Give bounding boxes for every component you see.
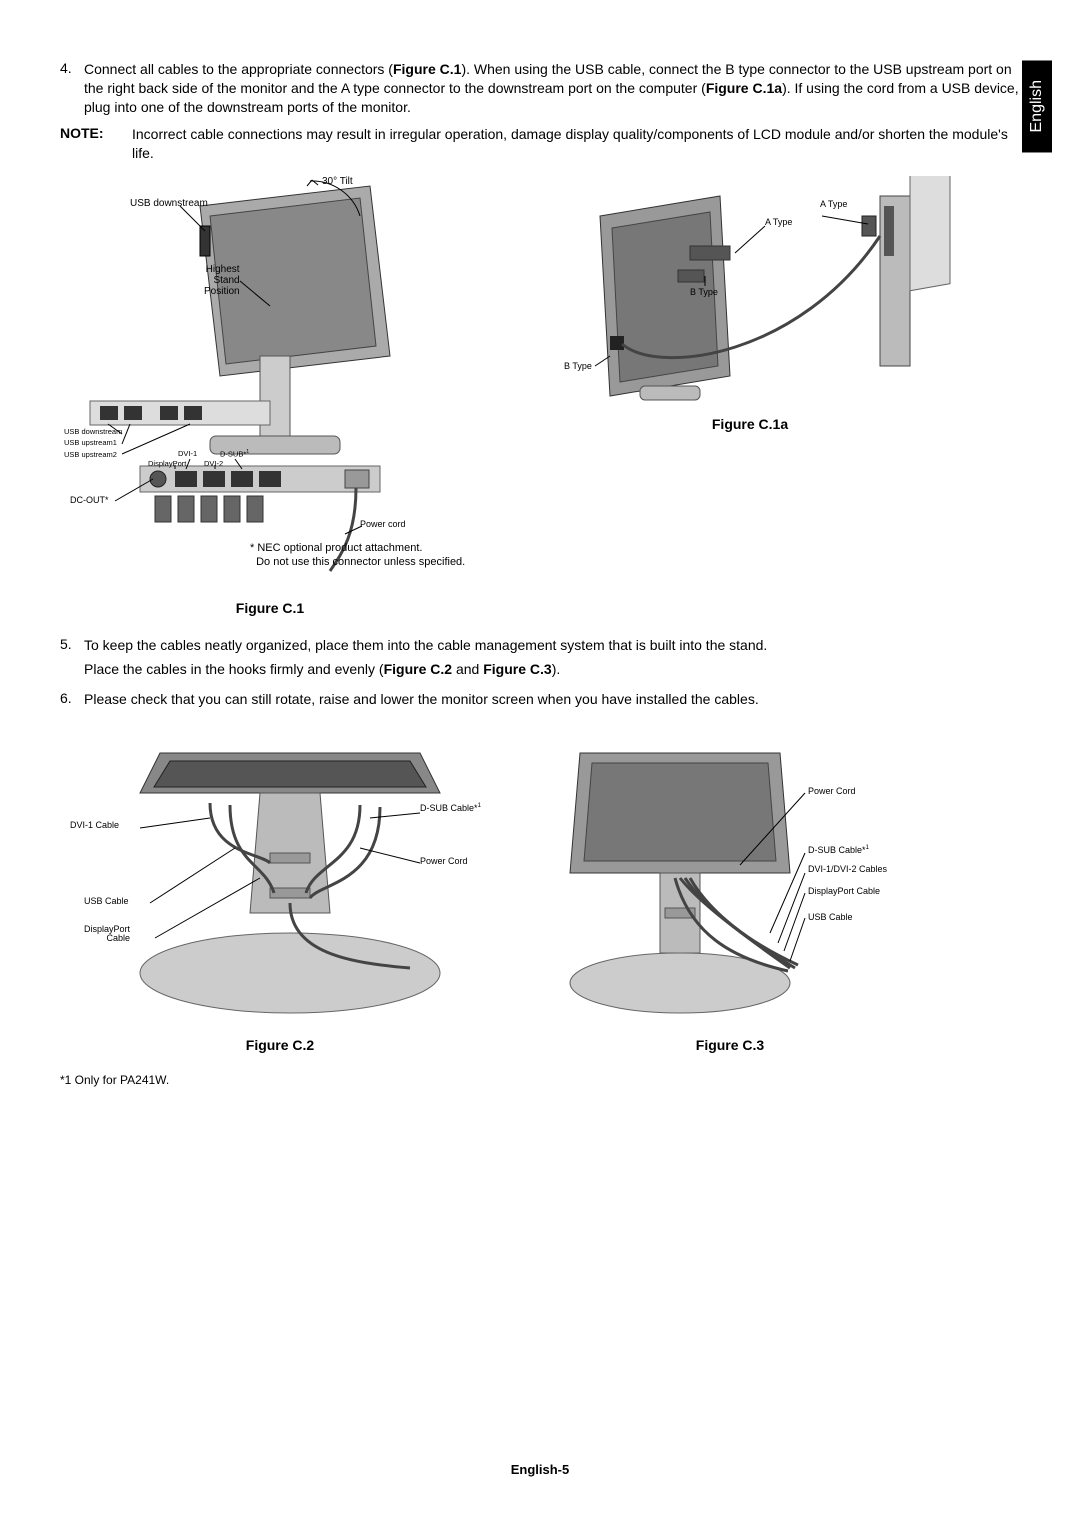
lbl-pcord: Power cord bbox=[360, 520, 406, 530]
c2-dsub-sup: 1 bbox=[478, 802, 482, 809]
page-number: English-5 bbox=[0, 1462, 1080, 1477]
c2-dport: DisplayPort Cable bbox=[84, 925, 130, 945]
step-6-body: Please check that you can still rotate, … bbox=[84, 690, 1020, 709]
lbl-dcout: DC-OUT* bbox=[70, 496, 109, 506]
c2-usb: USB Cable bbox=[84, 897, 129, 907]
step-4-body: Connect all cables to the appropriate co… bbox=[84, 60, 1020, 117]
figure-c1a-wrap: A Type A Type B Type B Type Figure C.1a bbox=[540, 176, 960, 616]
c3-dport: DisplayPort Cable bbox=[808, 887, 880, 897]
figure-c1-svg bbox=[60, 176, 480, 596]
step4-b1: Figure C.1 bbox=[393, 61, 461, 77]
lbl-opt1: * NEC optional product attachment. bbox=[250, 542, 422, 554]
lbl-usb-up1: USB upstream1 bbox=[64, 439, 117, 447]
c3-dsub-sup: 1 bbox=[866, 844, 870, 851]
step-6-number: 6. bbox=[60, 690, 84, 709]
c2-dsub: D-SUB Cable*1 bbox=[420, 803, 481, 814]
lbl-dport: DisplayPort bbox=[148, 460, 186, 468]
c3-dsub: D-SUB Cable*1 bbox=[808, 845, 869, 856]
step-4: 4. Connect all cables to the appropriate… bbox=[60, 60, 1020, 117]
caption-c2: Figure C.2 bbox=[60, 1037, 500, 1053]
page-content: 4. Connect all cables to the appropriate… bbox=[60, 60, 1020, 1087]
lbl-dvi1: DVI-1 bbox=[178, 450, 197, 458]
c3-pcord: Power Cord bbox=[808, 787, 856, 797]
figure-c2-svg bbox=[60, 733, 500, 1033]
note-label: NOTE: bbox=[60, 125, 132, 163]
step4-t0: Connect all cables to the appropriate co… bbox=[84, 61, 393, 77]
s5-b1: Figure C.2 bbox=[384, 661, 452, 677]
step-5-number: 5. bbox=[60, 636, 84, 683]
lbl-usb-down2: USB downstream bbox=[64, 428, 122, 436]
lbl-dsub: D-SUB*1 bbox=[220, 450, 249, 459]
step4-b3: Figure C.1a bbox=[706, 80, 782, 96]
note-body: Incorrect cable connections may result i… bbox=[132, 125, 1020, 163]
note-row: NOTE: Incorrect cable connections may re… bbox=[60, 125, 1020, 163]
lbl-atype2: A Type bbox=[820, 200, 847, 210]
s5-b3: Figure C.3 bbox=[483, 661, 551, 677]
figure-c3: Power Cord D-SUB Cable*1 DVI-1/DVI-2 Cab… bbox=[540, 733, 920, 1033]
s5-t2: and bbox=[452, 661, 483, 677]
figure-c2: DVI-1 Cable D-SUB Cable*1 Power Cord USB… bbox=[60, 733, 500, 1033]
step5-l2: Place the cables in the hooks firmly and… bbox=[84, 660, 1020, 680]
s5-t0: Place the cables in the hooks firmly and… bbox=[84, 661, 384, 677]
figure-c1a: A Type A Type B Type B Type bbox=[540, 176, 960, 436]
lbl-opt2: Do not use this connector unless specifi… bbox=[250, 556, 465, 568]
s5-t4: ). bbox=[552, 661, 561, 677]
lbl-btype1: B Type bbox=[690, 288, 718, 298]
figure-c1-wrap: 30° Tilt USB downstream Highest Stand Po… bbox=[60, 176, 480, 616]
step-5-body: To keep the cables neatly organized, pla… bbox=[84, 636, 1020, 683]
c3-usb: USB Cable bbox=[808, 913, 853, 923]
c2-pcord: Power Cord bbox=[420, 857, 468, 867]
caption-c1: Figure C.1 bbox=[60, 600, 480, 616]
lbl-btype2: B Type bbox=[564, 362, 592, 372]
step-5: 5. To keep the cables neatly organized, … bbox=[60, 636, 1020, 683]
step-4-number: 4. bbox=[60, 60, 84, 117]
step-6: 6. Please check that you can still rotat… bbox=[60, 690, 1020, 709]
caption-c3: Figure C.3 bbox=[540, 1037, 920, 1053]
figure-c1: 30° Tilt USB downstream Highest Stand Po… bbox=[60, 176, 480, 596]
lbl-usb-up2: USB upstream2 bbox=[64, 451, 117, 459]
figures-row-1: 30° Tilt USB downstream Highest Stand Po… bbox=[60, 176, 1020, 616]
lbl-dsub-t: D-SUB* bbox=[220, 450, 246, 459]
figure-c3-wrap: Power Cord D-SUB Cable*1 DVI-1/DVI-2 Cab… bbox=[540, 733, 920, 1053]
lbl-tilt: 30° Tilt bbox=[322, 176, 353, 187]
language-tab: English bbox=[1022, 60, 1052, 152]
figure-c1a-svg bbox=[540, 176, 960, 436]
lbl-atype1: A Type bbox=[765, 218, 792, 228]
lbl-dsub-sup: 1 bbox=[246, 449, 249, 455]
lbl-usb-down: USB downstream bbox=[130, 198, 208, 209]
c2-dsub-t: D-SUB Cable* bbox=[420, 803, 478, 813]
lbl-highest: Highest Stand Position bbox=[204, 264, 240, 297]
c2-dvi1: DVI-1 Cable bbox=[70, 821, 119, 831]
figure-c3-svg bbox=[540, 733, 920, 1033]
c3-dsub-t: D-SUB Cable* bbox=[808, 845, 866, 855]
lbl-dvi2: DVI-2 bbox=[204, 460, 223, 468]
figure-c2-wrap: DVI-1 Cable D-SUB Cable*1 Power Cord USB… bbox=[60, 733, 500, 1053]
c3-dvi: DVI-1/DVI-2 Cables bbox=[808, 865, 887, 875]
step5-l1: To keep the cables neatly organized, pla… bbox=[84, 636, 1020, 656]
footnote: *1 Only for PA241W. bbox=[60, 1073, 1020, 1087]
figures-row-2: DVI-1 Cable D-SUB Cable*1 Power Cord USB… bbox=[60, 733, 1020, 1053]
